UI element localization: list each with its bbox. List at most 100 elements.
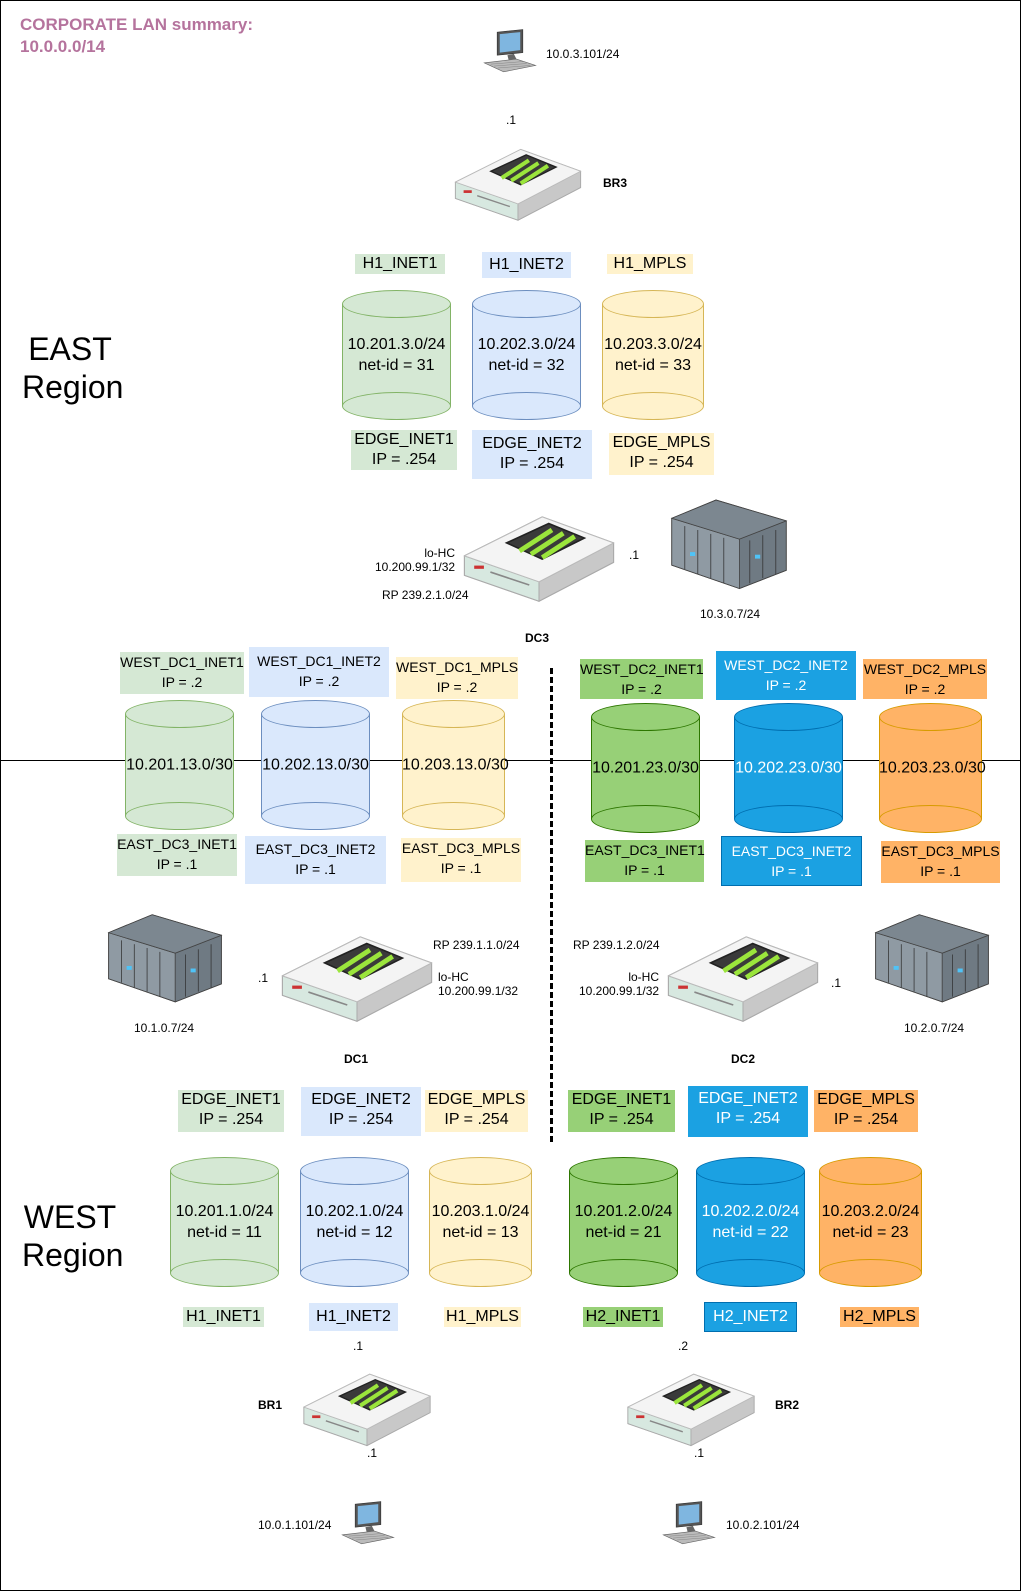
dc3-edge-mpls-name: EDGE_MPLS xyxy=(612,434,711,451)
br3-subnet-inet1: 10.201.3.0/24 xyxy=(347,336,446,353)
west-dc1-inet2-name: WEST_DC1_INET2 xyxy=(257,653,381,669)
east-dc3-mpls-dc2side-name: EAST_DC3_MPLS xyxy=(881,843,1000,859)
dc2-edge-mpls: EDGE_MPLS IP = .254 xyxy=(814,1090,918,1132)
br3-pc-ip: 10.0.3.101/24 xyxy=(546,47,620,61)
west-dc2-inet2-ip: IP = .2 xyxy=(765,677,807,693)
dc3-lo-hc-label: lo-HC xyxy=(424,546,455,560)
summary-line-2: 10.0.0.0/14 xyxy=(20,37,106,56)
dc1-label-inet1: H1_INET1 xyxy=(183,1307,264,1327)
dc2-cylinder-inet2: 10.202.2.0/24 net-id = 22 xyxy=(696,1157,805,1287)
dc1-edge-inet2-name: EDGE_INET2 xyxy=(311,1091,411,1108)
dc2-lo-hc-label: lo-HC xyxy=(628,970,659,984)
dc1-edge-inet2-ip: IP = .254 xyxy=(328,1111,394,1128)
br3-cylinder-inet2: 10.202.3.0/24 net-id = 32 xyxy=(472,290,581,420)
br2-port-top: .2 xyxy=(678,1339,689,1353)
dc3-port: .1 xyxy=(629,548,640,562)
east-dc3-inet1-dc2side: EAST_DC3_INET1 IP = .1 xyxy=(585,840,705,882)
dc2-edge-mpls-name: EDGE_MPLS xyxy=(817,1091,915,1108)
br2-firewall-icon xyxy=(622,1355,760,1451)
east-dc3-inet2-dc1side-name: EAST_DC3_INET2 xyxy=(255,841,376,857)
dc1-link-cylinder-mpls: 10.203.13.0/30 xyxy=(402,700,509,830)
dc1-lo-hc-ip: 10.200.99.1/32 xyxy=(438,984,519,998)
west-dc2-inet1-ip: IP = .2 xyxy=(621,681,662,697)
east-dc3-inet1-dc2side-ip: IP = .1 xyxy=(624,862,665,878)
dc1-cylinder-inet1: 10.201.1.0/24 net-id = 11 xyxy=(170,1157,279,1287)
east-dc3-inet1-dc2side-name: EAST_DC3_INET1 xyxy=(585,842,705,858)
west-dc1-inet2: WEST_DC1_INET2 IP = .2 xyxy=(249,647,389,697)
dc1-subnet-inet1: 10.201.1.0/24 xyxy=(175,1203,274,1220)
east-region-label: EAST Region xyxy=(22,330,123,406)
east-dc3-inet1-dc1side-ip: IP = .1 xyxy=(156,856,198,872)
dc3-edge-mpls: EDGE_MPLS IP = .254 xyxy=(609,433,714,475)
dc1-link-subnet-inet2: 10.202.13.0/30 xyxy=(262,756,369,774)
br1-firewall-icon xyxy=(298,1355,436,1451)
dc1-link-cylinder-inet1: 10.201.13.0/30 xyxy=(125,700,234,830)
dc2-netid-mpls: net-id = 23 xyxy=(832,1224,909,1241)
dc1-firewall-icon xyxy=(276,910,438,1032)
dc1-edge-mpls: EDGE_MPLS IP = .254 xyxy=(425,1090,528,1132)
dc3-firewall-icon xyxy=(458,490,620,612)
west-region-line-2: Region xyxy=(22,1237,124,1273)
br3-netid-inet1: net-id = 31 xyxy=(358,357,435,374)
br1-name: BR1 xyxy=(258,1398,283,1412)
br3-netid-mpls: net-id = 33 xyxy=(614,357,692,374)
dc3-name: DC3 xyxy=(525,631,550,645)
dc2-name: DC2 xyxy=(731,1052,756,1066)
east-region-line-1: EAST xyxy=(28,331,112,367)
br3-label-mpls: H1_MPLS xyxy=(607,254,693,274)
dc2-label-inet2: H2_INET2 xyxy=(704,1302,797,1332)
east-dc3-inet2-dc1side-ip: IP = .1 xyxy=(295,861,336,877)
dc3-server-icon xyxy=(664,488,794,598)
dc1-name: DC1 xyxy=(344,1052,369,1066)
dc1-label-inet2: H1_INET2 xyxy=(309,1303,398,1331)
east-dc3-inet2-dc2side-ip: IP = .1 xyxy=(771,863,812,879)
west-dc2-inet1: WEST_DC2_INET1 IP = .2 xyxy=(580,659,704,699)
west-region-line-1: WEST xyxy=(23,1199,117,1235)
dc3-edge-inet1-ip: IP = .254 xyxy=(371,451,437,468)
br3-name: BR3 xyxy=(603,176,628,190)
dc1-netid-inet2: net-id = 12 xyxy=(316,1224,393,1241)
dc1-edge-mpls-ip: IP = .254 xyxy=(444,1111,509,1128)
br3-firewall-icon xyxy=(450,130,586,226)
dc1-subnet-mpls: 10.203.1.0/24 xyxy=(431,1203,530,1220)
dc2-edge-inet2-ip: IP = .254 xyxy=(715,1110,781,1127)
dc1-netid-mpls: net-id = 13 xyxy=(442,1224,519,1241)
west-dc2-inet1-name: WEST_DC2_INET1 xyxy=(580,661,704,677)
br2-pc-icon xyxy=(657,1482,721,1566)
dc1-label-mpls: H1_MPLS xyxy=(444,1307,521,1327)
east-dc3-mpls-dc1side: EAST_DC3_MPLS IP = .1 xyxy=(401,838,521,882)
dc2-link-subnet-inet1: 10.201.23.0/30 xyxy=(592,759,699,777)
west-dc2-mpls-name: WEST_DC2_MPLS xyxy=(863,661,987,677)
br2-port-bottom: .1 xyxy=(694,1446,705,1460)
dc1-link-cylinder-inet2: 10.202.13.0/30 xyxy=(261,700,370,830)
east-dc3-mpls-dc1side-name: EAST_DC3_MPLS xyxy=(401,840,521,856)
br1-pc-icon xyxy=(336,1482,400,1566)
dc1-server-icon xyxy=(101,902,229,1012)
dc1-edge-inet1: EDGE_INET1 IP = .254 xyxy=(178,1090,284,1132)
west-dc1-mpls-ip: IP = .2 xyxy=(436,679,478,695)
dc2-rp: RP 239.1.2.0/24 xyxy=(573,938,660,952)
dc3-edge-mpls-ip: IP = .254 xyxy=(629,454,694,471)
dc2-netid-inet2: net-id = 22 xyxy=(712,1224,789,1241)
br2-pc-ip: 10.0.2.101/24 xyxy=(726,1518,800,1532)
dc2-label-mpls: H2_MPLS xyxy=(840,1307,919,1327)
dc2-lo-hc-ip: 10.200.99.1/32 xyxy=(579,984,660,998)
dc2-edge-inet2: EDGE_INET2 IP = .254 xyxy=(688,1086,808,1137)
west-region-label: WEST Region xyxy=(22,1198,124,1274)
dc1-lo-hc: lo-HC 10.200.99.1/32 xyxy=(438,970,518,998)
dc1-port: .1 xyxy=(258,971,269,985)
br3-subnet-mpls: 10.203.3.0/24 xyxy=(604,336,702,353)
dc1-rp: RP 239.1.1.0/24 xyxy=(433,938,520,952)
br3-subnet-inet2: 10.202.3.0/24 xyxy=(477,336,576,353)
dc3-edge-inet2: EDGE_INET2 IP = .254 xyxy=(472,430,592,479)
west-dc1-inet2-ip: IP = .2 xyxy=(298,673,340,689)
dc2-cylinder-mpls: 10.203.2.0/24 net-id = 23 xyxy=(819,1157,922,1287)
dc-separator-dashed-line xyxy=(550,668,553,1142)
dc2-link-subnet-inet2: 10.202.23.0/30 xyxy=(735,759,842,777)
dc1-link-subnet-inet1: 10.201.13.0/30 xyxy=(126,756,233,774)
east-dc3-mpls-dc1side-ip: IP = .1 xyxy=(440,860,482,876)
br3-netid-inet2: net-id = 32 xyxy=(488,357,565,374)
east-dc3-inet1-dc1side: EAST_DC3_INET1 IP = .1 xyxy=(117,834,237,876)
dc2-cylinder-inet1: 10.201.2.0/24 net-id = 21 xyxy=(569,1157,678,1287)
west-dc2-mpls-ip: IP = .2 xyxy=(904,681,946,697)
